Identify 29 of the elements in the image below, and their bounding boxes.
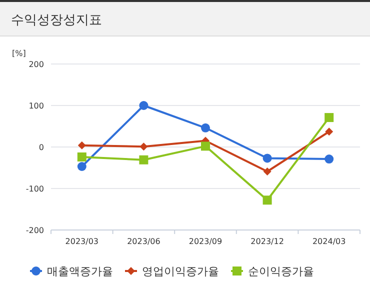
point — [77, 152, 86, 162]
point — [77, 162, 86, 172]
x-tick-label: 2024/03 — [312, 237, 346, 246]
legend-label: 매출액증가율 — [47, 265, 113, 278]
y-tick-label: -100 — [26, 184, 44, 194]
point — [201, 142, 210, 151]
x-tick-label: 2023/06 — [127, 237, 160, 246]
point — [324, 113, 334, 122]
point — [201, 123, 210, 132]
y-tick-label: -200 — [26, 226, 44, 235]
point — [263, 167, 272, 176]
y-tick-label: 200 — [28, 60, 44, 69]
point — [78, 141, 86, 150]
x-tick-label: 2023/12 — [250, 237, 284, 246]
point — [325, 128, 334, 136]
point — [139, 155, 148, 164]
point — [324, 154, 334, 164]
y-tick-label: 0 — [38, 143, 44, 152]
x-tick-label: 2023/09 — [188, 237, 222, 246]
x-tick-label: 2023/03 — [65, 237, 99, 246]
title: 수익성장성지표 — [11, 13, 102, 28]
point — [140, 142, 148, 151]
legend-label: 순이익증가율 — [248, 265, 314, 278]
point — [262, 196, 272, 205]
y-tick-label: 100 — [28, 102, 44, 110]
legend-label: 영업이익증가율 — [142, 265, 219, 278]
point — [139, 101, 148, 110]
point — [262, 154, 272, 163]
y-axis-title: [%] — [12, 49, 26, 58]
